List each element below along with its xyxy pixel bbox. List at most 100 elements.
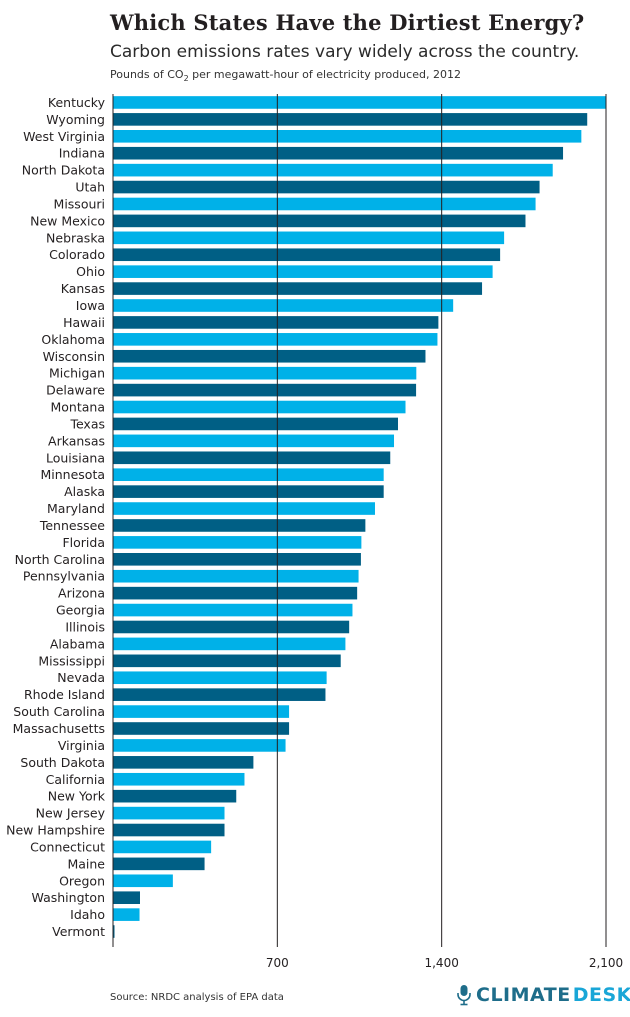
units-caption: Pounds of CO2 per megawatt-hour of elect… [110,68,461,83]
category-label: Florida [62,535,105,550]
category-label: Texas [69,416,105,431]
category-label: California [46,772,105,787]
bar [113,789,237,803]
category-label: Oklahoma [41,332,105,347]
bar [113,197,536,211]
category-label: Ohio [76,264,105,279]
bar [113,874,173,888]
bar [113,806,225,820]
category-label: New Jersey [36,806,106,821]
category-label: Michigan [49,366,105,381]
category-label: Alabama [50,636,105,651]
category-label: North Carolina [15,552,105,567]
bar [113,891,140,904]
bar [113,569,359,583]
category-label: South Dakota [20,755,105,770]
category-label: Connecticut [30,839,105,854]
logo-word-climate: CLIMATE [476,983,571,1006]
chart-subtitle: Carbon emissions rates vary widely acros… [110,42,580,62]
tick-label: 700 [266,956,289,970]
category-label: Minnesota [40,467,105,482]
category-label: Oregon [59,873,105,888]
category-label: North Dakota [22,163,105,178]
category-label: Wisconsin [43,349,105,364]
category-label: New Mexico [30,213,105,228]
category-label: Mississippi [38,653,105,668]
category-label: Wyoming [46,112,105,127]
category-label: Alaska [64,484,105,499]
category-label: Colorado [49,247,105,262]
bar [113,417,398,431]
bar [113,671,327,685]
category-label: West Virginia [23,129,105,144]
bar [113,265,493,278]
category-label: Missouri [54,196,105,211]
bar [113,366,417,380]
bar [113,654,341,668]
category-label: Arizona [58,586,105,601]
category-label: Maine [67,856,105,871]
bar [113,349,426,363]
bar [113,383,417,397]
bar [113,502,375,515]
bar [113,823,225,837]
tick-label: 1,400 [424,956,458,970]
units-subscript: 2 [183,74,189,84]
bar [113,553,361,566]
bar [113,857,205,871]
source-note: Source: NRDC analysis of EPA data [110,992,284,1003]
bar [113,772,245,786]
bar [113,96,606,109]
bar [113,163,553,177]
bar [113,519,366,532]
bar-chart: Kentucky Wyoming West Virginia Indiana North… [6,94,623,970]
bar [113,180,540,194]
chart-title: Which States Have the Dirtiest Energy? [110,10,585,35]
category-label: Hawaii [63,315,105,330]
bar [113,451,391,465]
category-label: Delaware [46,383,105,398]
bar [113,603,353,617]
bar [113,536,362,549]
category-label: Nebraska [46,230,105,245]
bar [113,316,439,329]
category-label: Washington [32,890,105,905]
category-label: New Hampshire [6,823,105,838]
category-label: Kentucky [48,95,106,110]
category-label: Pennsylvania [23,569,105,584]
category-label: Nevada [57,670,105,685]
climate-desk-logo: CLIMATE DESK [456,984,630,1006]
category-label: Massachusetts [13,721,105,736]
bar [113,400,406,414]
bar [113,586,358,600]
bar [113,434,395,448]
category-label: Iowa [76,298,105,313]
bar [113,468,384,481]
category-label: Vermont [52,924,105,939]
units-suffix: per megawatt-hour of electricity produce… [188,68,461,81]
category-label: Kansas [61,281,105,296]
bar [113,722,290,735]
category-label: Louisiana [46,450,105,465]
bar [113,756,254,769]
bar [113,908,140,921]
bar [113,130,582,143]
category-label: Tennessee [39,518,105,533]
bar [113,248,501,262]
category-label: Montana [51,400,106,415]
bar [113,637,346,651]
category-label: Arkansas [48,433,105,448]
bar [113,231,505,245]
bar [113,485,384,498]
category-label: Illinois [65,619,105,634]
units-prefix: Pounds of CO [110,68,184,81]
category-label: Utah [75,180,105,195]
category-label: Maryland [47,501,105,516]
bar [113,840,212,854]
category-label: New York [48,789,106,804]
bar [113,333,438,346]
category-label: Indiana [59,146,105,161]
bar [113,705,290,718]
category-label: Georgia [56,603,105,618]
tick-label: 2,100 [589,956,623,970]
